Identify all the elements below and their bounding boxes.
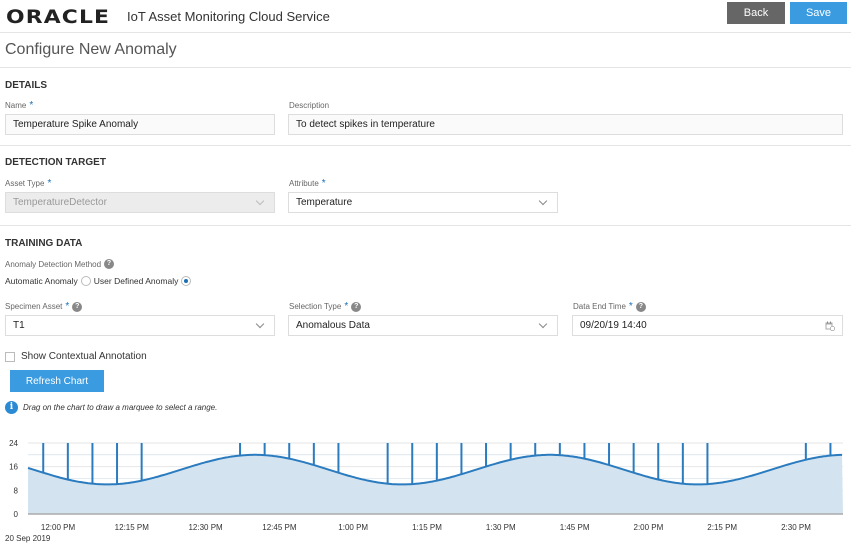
calendar-icon[interactable]: [825, 321, 835, 331]
chart-line: [27, 453, 842, 486]
x-axis-ticks: 12:00 PM 12:15 PM 12:30 PM 12:45 PM 1:00 PM 1…: [41, 523, 811, 532]
divider: [0, 145, 851, 146]
name-value: Temperature Spike Anomaly: [13, 119, 139, 130]
svg-text:24: 24: [9, 439, 18, 448]
selection-type-value: Anomalous Data: [296, 320, 370, 331]
back-button[interactable]: Back: [727, 2, 785, 24]
method-radio-group: Automatic Anomaly User Defined Anomaly: [5, 276, 192, 286]
chart-spikes: [42, 443, 832, 485]
svg-text:1:30 PM: 1:30 PM: [486, 523, 516, 532]
refresh-chart-button[interactable]: Refresh Chart: [10, 370, 104, 392]
selection-type-select[interactable]: Anomalous Data: [288, 315, 558, 336]
svg-text:2:00 PM: 2:00 PM: [634, 523, 664, 532]
section-title-details: DETAILS: [5, 80, 48, 91]
method-label-text: Anomaly Detection Method: [5, 259, 102, 269]
chart-date-label: 20 Sep 2019: [5, 534, 51, 543]
contextual-annotation-label: Show Contextual Annotation: [21, 351, 147, 362]
info-message: i Drag on the chart to draw a marquee to…: [5, 401, 217, 414]
chart-area: [28, 454, 843, 514]
section-title-detection-target: DETECTION TARGET: [5, 157, 106, 168]
help-icon[interactable]: ?: [104, 259, 115, 269]
radio-automatic-anomaly[interactable]: [80, 276, 91, 286]
radio-user-defined-anomaly[interactable]: [181, 276, 192, 286]
data-end-time-label: Data End Time *?: [573, 301, 646, 312]
svg-text:1:15 PM: 1:15 PM: [412, 523, 442, 532]
svg-text:2:30 PM: 2:30 PM: [781, 523, 811, 532]
svg-text:0: 0: [14, 510, 19, 519]
chevron-down-icon: [538, 319, 548, 328]
contextual-annotation-row: Show Contextual Annotation: [5, 351, 147, 362]
svg-text:12:30 PM: 12:30 PM: [188, 523, 223, 532]
svg-text:1:00 PM: 1:00 PM: [338, 523, 368, 532]
name-input[interactable]: Temperature Spike Anomaly: [5, 114, 275, 135]
radio-label-automatic: Automatic Anomaly: [5, 276, 78, 286]
asset-type-value: TemperatureDetector: [13, 197, 107, 208]
contextual-annotation-checkbox[interactable]: [5, 351, 15, 362]
y-axis-ticks: 0 8 16 24: [9, 439, 18, 519]
top-bar: ORACLE IoT Asset Monitoring Cloud Servic…: [0, 0, 851, 33]
svg-text:8: 8: [14, 486, 19, 495]
svg-text:12:15 PM: 12:15 PM: [115, 523, 150, 532]
description-value: To detect spikes in temperature: [296, 119, 435, 130]
data-end-time-label-text: Data End Time: [573, 302, 626, 311]
svg-text:2:15 PM: 2:15 PM: [707, 523, 737, 532]
data-end-time-value: 09/20/19 14:40: [580, 320, 647, 331]
data-end-time-input[interactable]: 09/20/19 14:40: [572, 315, 843, 336]
radio-label-user-defined: User Defined Anomaly: [93, 276, 179, 286]
asset-type-label-text: Asset Type: [5, 179, 45, 188]
save-button[interactable]: Save: [790, 2, 847, 24]
attribute-label: Attribute *: [289, 178, 326, 189]
attribute-value: Temperature: [296, 197, 353, 208]
asset-type-select: TemperatureDetector: [5, 192, 275, 213]
app-title: IoT Asset Monitoring Cloud Service: [127, 9, 330, 24]
specimen-asset-value: T1: [13, 320, 25, 331]
info-icon: i: [5, 401, 18, 414]
oracle-logo: ORACLE: [6, 6, 111, 28]
required-icon: *: [344, 301, 349, 312]
svg-text:16: 16: [9, 463, 18, 472]
asset-type-label: Asset Type *: [5, 178, 51, 189]
chevron-down-icon: [255, 196, 265, 205]
description-label: Description: [289, 101, 329, 110]
selection-type-label: Selection Type *?: [289, 301, 362, 312]
specimen-asset-select[interactable]: T1: [5, 315, 275, 336]
attribute-label-text: Attribute: [289, 179, 319, 188]
attribute-select[interactable]: Temperature: [288, 192, 558, 213]
method-label: Anomaly Detection Method?: [5, 259, 115, 269]
svg-text:12:45 PM: 12:45 PM: [262, 523, 297, 532]
help-icon[interactable]: ?: [72, 301, 83, 312]
required-icon: *: [628, 301, 633, 312]
chevron-down-icon: [538, 196, 548, 205]
specimen-asset-label: Specimen Asset *?: [5, 301, 83, 312]
name-label-text: Name: [5, 101, 27, 110]
specimen-asset-label-text: Specimen Asset: [5, 302, 63, 311]
help-icon[interactable]: ?: [635, 301, 646, 312]
page-title: Configure New Anomaly: [0, 33, 851, 68]
selection-type-label-text: Selection Type: [289, 302, 342, 311]
description-input[interactable]: To detect spikes in temperature: [288, 114, 843, 135]
svg-text:1:45 PM: 1:45 PM: [560, 523, 590, 532]
required-icon: *: [321, 178, 326, 189]
required-icon: *: [47, 178, 52, 189]
info-text: Drag on the chart to draw a marquee to s…: [23, 403, 218, 412]
required-icon: *: [29, 100, 34, 111]
chevron-down-icon: [255, 319, 265, 328]
description-label-text: Description: [289, 101, 330, 110]
section-title-training-data: TRAINING DATA: [5, 238, 83, 249]
name-label: Name *: [5, 100, 33, 111]
help-icon[interactable]: ?: [351, 301, 362, 312]
divider: [0, 225, 851, 226]
svg-text:12:00 PM: 12:00 PM: [41, 523, 76, 532]
required-icon: *: [65, 301, 70, 312]
